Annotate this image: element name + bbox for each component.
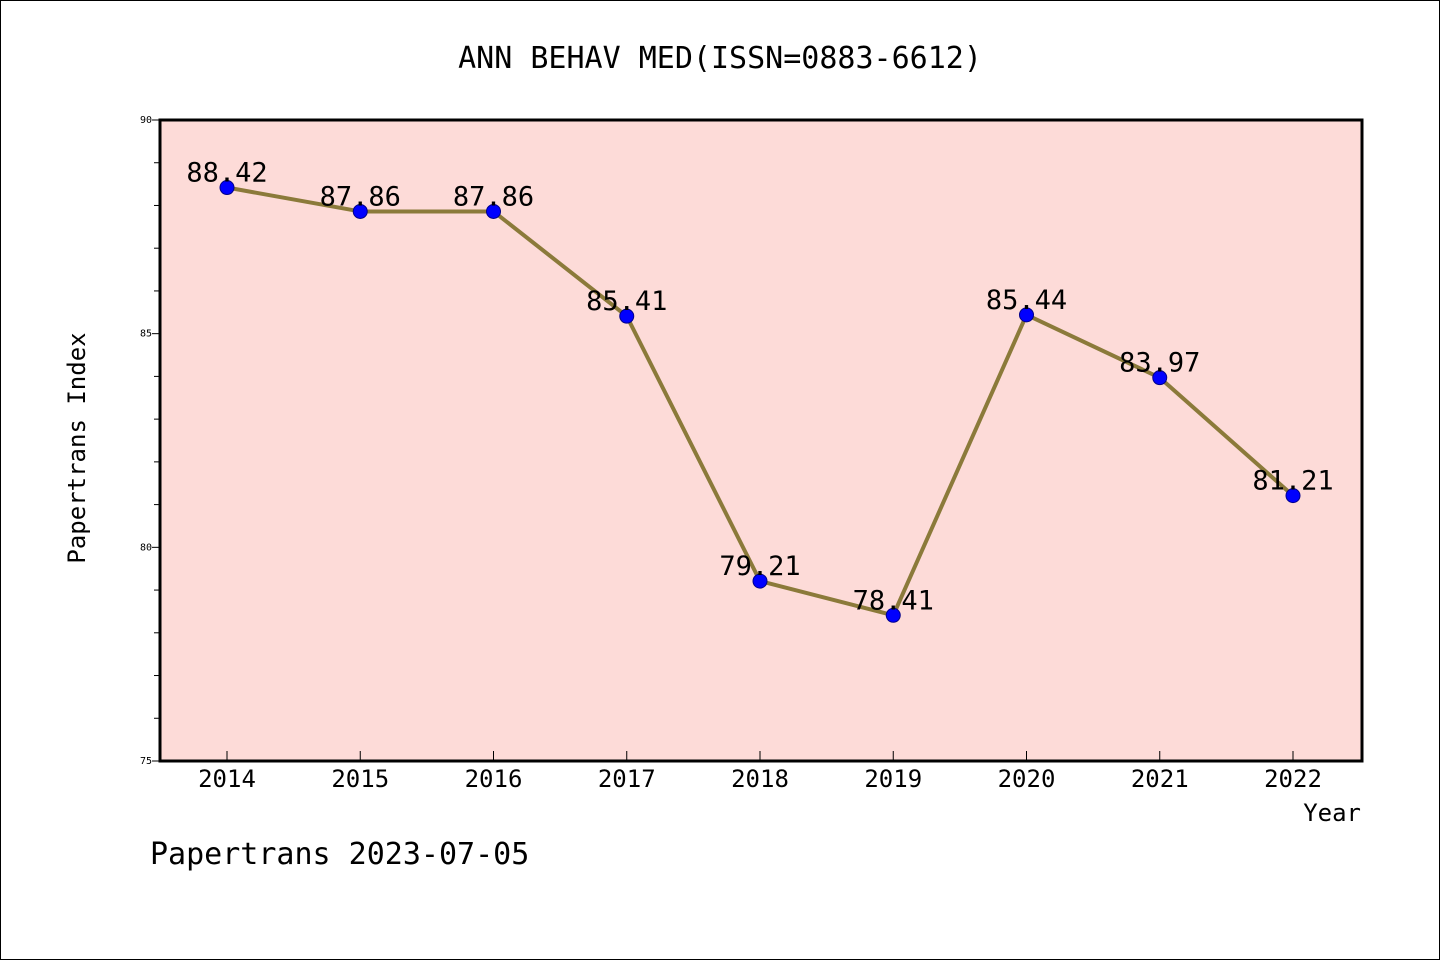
- data-point: [352, 203, 368, 219]
- data-point: [619, 308, 635, 324]
- footer-text: Papertrans 2023-07-05: [150, 837, 529, 872]
- y-tick-label: 85: [140, 329, 152, 340]
- y-major-ticks: 75 80 85 90: [140, 115, 160, 767]
- data-point: [752, 573, 768, 589]
- x-tick-label: 2015: [331, 765, 389, 793]
- plot-area: [158, 118, 1364, 763]
- x-axis-label: Year: [1303, 799, 1361, 827]
- x-tick-label: 2018: [731, 765, 789, 793]
- data-label: 79.21: [719, 551, 800, 582]
- data-labels: 88.42 87.86 87.86 85.41 79.21 78.41 85.44 83.97…: [186, 158, 1333, 617]
- x-tick-label: 2020: [998, 765, 1056, 793]
- data-label: 87.86: [453, 181, 534, 212]
- data-label: 85.44: [986, 285, 1067, 316]
- data-point: [1285, 488, 1301, 504]
- data-point: [219, 180, 235, 196]
- data-point: [1019, 307, 1034, 323]
- data-label: 88.42: [186, 158, 267, 189]
- data-label: 78.41: [853, 585, 934, 616]
- data-label: 87.86: [320, 181, 401, 212]
- x-tick-label: 2021: [1131, 765, 1189, 793]
- y-axis-label: Papertrans Index: [63, 332, 91, 563]
- y-tick-label: 90: [140, 115, 152, 126]
- data-point: [486, 203, 501, 219]
- y-minor-ticks: [154, 162, 160, 719]
- y-tick-label: 80: [140, 542, 152, 553]
- data-label: 83.97: [1119, 348, 1200, 379]
- data-point: [1152, 370, 1168, 386]
- y-tick-label: 75: [140, 756, 152, 767]
- chart-title: ANN BEHAV MED(ISSN=0883-6612): [458, 41, 982, 76]
- x-tick-label: 2022: [1264, 765, 1322, 793]
- x-tick-label: 2014: [198, 765, 256, 793]
- x-tick-label: 2016: [465, 765, 523, 793]
- series-markers: [219, 180, 1301, 623]
- x-ticks: 2014 2015 2016 2017 2018 2019 2020 2021 2022: [198, 751, 1322, 793]
- data-label: 85.41: [586, 286, 667, 317]
- x-tick-label: 2019: [864, 765, 922, 793]
- data-point: [885, 607, 901, 623]
- x-tick-label: 2017: [598, 765, 656, 793]
- data-label: 81.21: [1252, 466, 1333, 497]
